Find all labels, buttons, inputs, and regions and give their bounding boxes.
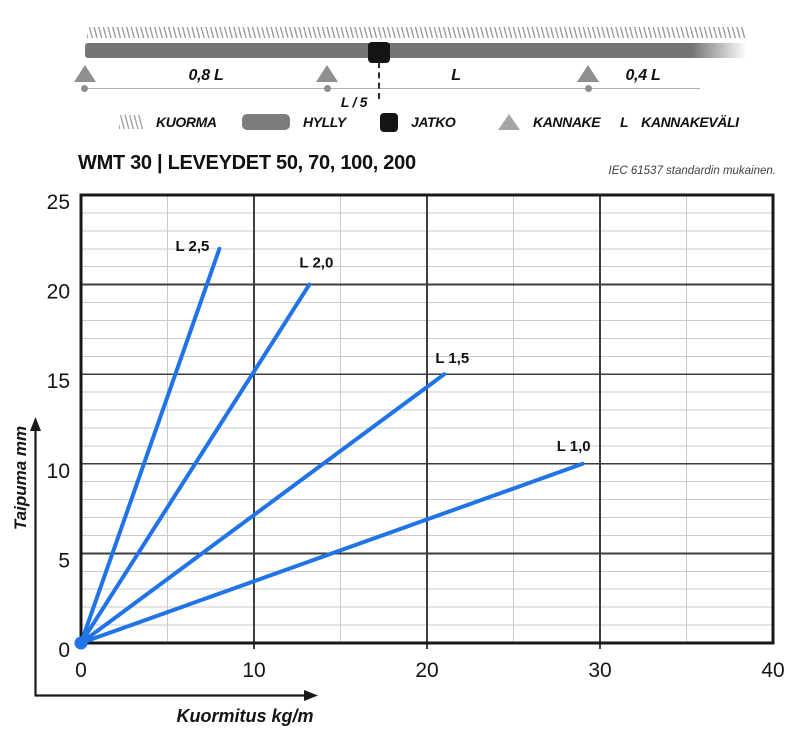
baseline-dot — [585, 85, 592, 92]
baseline-dot — [81, 85, 88, 92]
svg-text:L 1,5: L 1,5 — [435, 350, 469, 367]
grid-major — [81, 195, 773, 649]
axis-tick-labels: 0 10 20 30 40 0 5 10 15 20 25 — [47, 191, 785, 682]
joint-swatch-icon — [380, 112, 398, 132]
axis-arrows — [30, 417, 318, 701]
legend-label: KANNAKEVÄLI — [641, 114, 739, 130]
support-triangle-icon — [577, 65, 599, 82]
svg-text:L 1,0: L 1,0 — [557, 438, 591, 455]
legend-item-hylly: HYLLY — [242, 111, 346, 133]
svg-text:25: 25 — [47, 191, 70, 214]
svg-text:5: 5 — [58, 549, 70, 572]
origin-marker — [74, 636, 88, 650]
y-axis-title: Taipuma mm — [11, 426, 30, 530]
svg-text:20: 20 — [415, 659, 438, 682]
svg-text:20: 20 — [47, 281, 70, 304]
legend-item-kannake: KANNAKE — [498, 111, 601, 133]
joint-square — [368, 42, 390, 63]
shelf-bar — [85, 43, 747, 58]
legend-label: KUORMA — [156, 114, 217, 130]
span-label-right: 0,4 L — [625, 67, 661, 84]
standard-note: IEC 61537 standardin mukainen. — [608, 165, 777, 177]
svg-text:0: 0 — [58, 639, 70, 662]
span-symbol: L — [620, 114, 629, 130]
span-label-middle: L — [451, 67, 461, 84]
plot-frame — [79, 193, 775, 645]
support-swatch-icon — [498, 114, 520, 130]
svg-text:15: 15 — [47, 370, 70, 393]
svg-text:0: 0 — [75, 659, 87, 682]
svg-text:40: 40 — [761, 659, 784, 682]
support-triangle-icon — [74, 65, 96, 82]
joint-dashed-line — [378, 62, 380, 99]
svg-text:10: 10 — [47, 460, 70, 483]
svg-text:30: 30 — [588, 659, 611, 682]
legend-label: HYLLY — [303, 114, 346, 130]
x-axis-title: Kuormitus kg/m — [176, 706, 313, 726]
span-label-left: 0,8 L — [188, 67, 224, 84]
legend-item-jatko: JATKO — [380, 111, 456, 133]
series-labels: L 2,5 L 2,0 L 1,5 L 1,0 — [175, 238, 590, 455]
joint-offset-label: L / 5 — [340, 94, 368, 110]
legend-item-kannakevali: L KANNAKEVÄLI — [620, 111, 739, 133]
load-hatch-swatch-icon — [119, 115, 143, 129]
svg-text:10: 10 — [242, 659, 265, 682]
shelf-swatch-icon — [242, 114, 290, 130]
svg-text:L 2,5: L 2,5 — [175, 238, 209, 255]
svg-text:L 2,0: L 2,0 — [299, 255, 333, 272]
load-hatch — [87, 27, 745, 38]
legend-label: JATKO — [411, 114, 456, 130]
chart-title: WMT 30 | LEVEYDET 50, 70, 100, 200 — [78, 152, 416, 174]
support-triangle-icon — [316, 65, 338, 82]
series-lines — [79, 246, 585, 645]
baseline-dot — [324, 85, 331, 92]
legend-label: KANNAKE — [533, 114, 601, 130]
span-baseline — [84, 88, 700, 89]
legend-item-kuorma: KUORMA — [119, 111, 217, 133]
